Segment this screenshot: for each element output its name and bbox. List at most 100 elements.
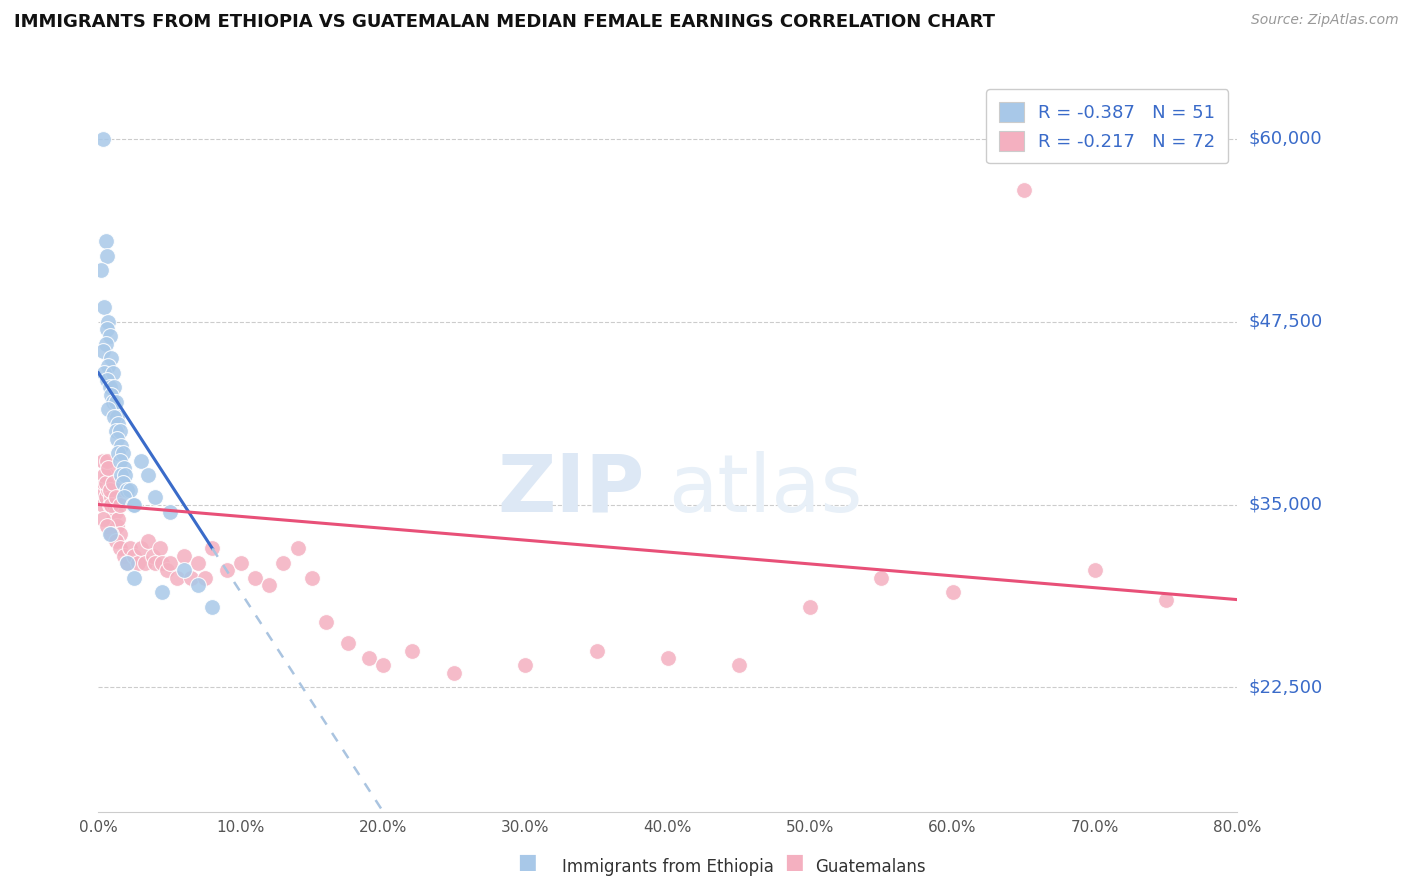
Point bbox=[149, 541, 172, 556]
Point bbox=[187, 578, 209, 592]
Point bbox=[94, 336, 117, 351]
Point bbox=[94, 490, 117, 504]
Point bbox=[108, 498, 131, 512]
Text: atlas: atlas bbox=[668, 450, 862, 529]
Point bbox=[96, 468, 118, 483]
Point bbox=[156, 563, 179, 577]
Point bbox=[108, 541, 131, 556]
Point bbox=[107, 512, 129, 526]
Point bbox=[105, 409, 128, 424]
Point bbox=[1084, 563, 1107, 577]
Point bbox=[97, 483, 120, 497]
Point bbox=[141, 549, 163, 563]
Point bbox=[100, 490, 122, 504]
Point bbox=[121, 498, 143, 512]
Point bbox=[259, 578, 281, 592]
Point bbox=[90, 483, 112, 497]
Point bbox=[145, 490, 167, 504]
Point bbox=[104, 490, 127, 504]
Point bbox=[114, 468, 136, 483]
Point bbox=[98, 526, 121, 541]
Point bbox=[101, 366, 124, 380]
Point bbox=[96, 322, 118, 336]
Point bbox=[110, 439, 132, 453]
Point bbox=[96, 519, 118, 533]
Point bbox=[104, 425, 127, 439]
Point bbox=[215, 563, 238, 577]
Point bbox=[229, 556, 252, 570]
Point bbox=[799, 599, 821, 614]
Point bbox=[152, 585, 174, 599]
Point bbox=[90, 263, 112, 277]
Text: IMMIGRANTS FROM ETHIOPIA VS GUATEMALAN MEDIAN FEMALE EARNINGS CORRELATION CHART: IMMIGRANTS FROM ETHIOPIA VS GUATEMALAN M… bbox=[14, 13, 995, 31]
Point bbox=[129, 541, 152, 556]
Text: Immigrants from Ethiopia: Immigrants from Ethiopia bbox=[562, 858, 775, 876]
Point bbox=[100, 351, 122, 366]
Point bbox=[110, 468, 132, 483]
Point bbox=[173, 549, 195, 563]
Point bbox=[100, 526, 122, 541]
Point bbox=[134, 556, 156, 570]
Point bbox=[96, 373, 118, 387]
Point bbox=[97, 461, 120, 475]
Point bbox=[98, 329, 121, 343]
Legend: R = -0.387   N = 51, R = -0.217   N = 72: R = -0.387 N = 51, R = -0.217 N = 72 bbox=[986, 89, 1229, 163]
Text: $35,000: $35,000 bbox=[1249, 496, 1323, 514]
Point bbox=[112, 549, 135, 563]
Point bbox=[91, 453, 114, 467]
Point bbox=[136, 468, 159, 483]
Point bbox=[127, 556, 149, 570]
Point bbox=[115, 556, 138, 570]
Text: ■: ■ bbox=[517, 853, 537, 872]
Point bbox=[111, 475, 134, 490]
Point bbox=[357, 651, 380, 665]
Point bbox=[104, 505, 127, 519]
Point bbox=[105, 519, 128, 533]
Point bbox=[112, 490, 135, 504]
Point bbox=[107, 417, 129, 431]
Point bbox=[1012, 183, 1035, 197]
Point bbox=[287, 541, 309, 556]
Point bbox=[136, 534, 159, 549]
Point bbox=[91, 343, 114, 358]
Point bbox=[108, 425, 131, 439]
Point bbox=[118, 483, 141, 497]
Point bbox=[336, 636, 359, 650]
Point bbox=[97, 359, 120, 373]
Point bbox=[103, 380, 125, 394]
Point bbox=[201, 599, 224, 614]
Text: Source: ZipAtlas.com: Source: ZipAtlas.com bbox=[1251, 13, 1399, 28]
Point bbox=[97, 315, 120, 329]
Point bbox=[94, 234, 117, 248]
Point bbox=[101, 395, 124, 409]
Point bbox=[101, 512, 124, 526]
Point bbox=[96, 249, 118, 263]
Point bbox=[98, 498, 121, 512]
Point bbox=[94, 475, 117, 490]
Point bbox=[93, 300, 115, 314]
Point bbox=[107, 446, 129, 460]
Point bbox=[91, 132, 114, 146]
Point bbox=[243, 571, 266, 585]
Point bbox=[870, 571, 893, 585]
Point bbox=[115, 556, 138, 570]
Point bbox=[112, 461, 135, 475]
Point bbox=[93, 475, 115, 490]
Point bbox=[93, 366, 115, 380]
Point bbox=[373, 658, 395, 673]
Point bbox=[98, 483, 121, 497]
Point bbox=[100, 388, 122, 402]
Point bbox=[103, 409, 125, 424]
Point bbox=[104, 534, 127, 549]
Point bbox=[515, 658, 537, 673]
Point bbox=[91, 498, 114, 512]
Point bbox=[159, 505, 181, 519]
Point bbox=[93, 468, 115, 483]
Point bbox=[194, 571, 217, 585]
Text: $60,000: $60,000 bbox=[1249, 130, 1322, 148]
Text: $47,500: $47,500 bbox=[1249, 313, 1323, 331]
Point bbox=[145, 556, 167, 570]
Text: $22,500: $22,500 bbox=[1249, 679, 1323, 697]
Point bbox=[166, 571, 188, 585]
Point bbox=[159, 556, 181, 570]
